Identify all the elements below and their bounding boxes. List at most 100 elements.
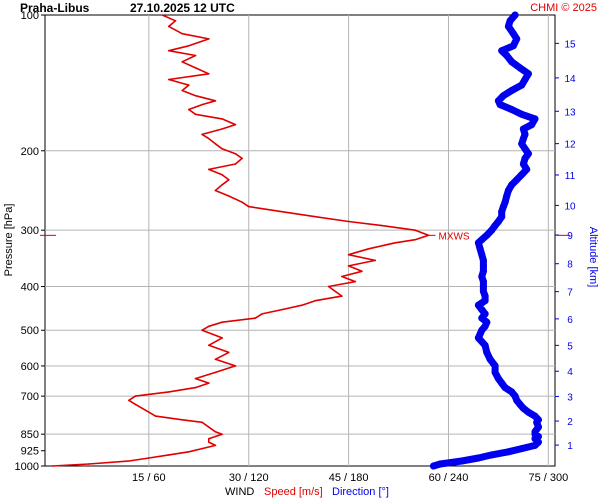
speed-point [228,195,230,197]
speed-point [208,38,210,40]
speed-point [168,78,170,81]
speed-point [221,321,223,324]
speed-point [234,152,237,155]
speed-point [208,344,210,347]
altitude-tick-label: 10 [564,201,576,212]
speed-point [334,290,337,293]
direction-point [494,375,502,383]
speed-point [188,451,190,453]
speed-point [201,329,203,332]
direction-point [501,198,509,206]
direction-point [481,341,489,349]
pressure-tick-label: 600 [21,361,39,373]
direction-point [509,30,517,38]
pressure-tick-label: 1000 [15,461,39,473]
speed-point [347,265,350,267]
direction-point [436,460,444,468]
speed-point [281,308,283,311]
direction-point [508,58,516,66]
speed-point [214,358,217,361]
speed-point [188,45,190,47]
chart-datetime: 27.10.2025 12 UTC [130,1,235,15]
speed-point [181,32,183,35]
speed-point [247,205,250,208]
speed-point [347,253,350,256]
direction-point [498,213,506,221]
direction-point [521,130,529,138]
speed-point [141,407,143,410]
speed-point [221,184,223,186]
speed-point [208,137,210,140]
direction-point [503,52,511,59]
direction-point [499,92,507,100]
altitude-tick-label: 3 [567,392,573,403]
wind-legend-label: WIND [225,486,254,498]
plot-frame [44,14,556,467]
direction-point [506,17,514,25]
speed-point [361,270,363,273]
speed-point [201,133,203,136]
speed-point [181,61,183,63]
max-wind-label: MXWS [438,231,469,242]
speed-point [301,304,303,307]
speed-point [221,173,223,176]
direction-point [518,110,526,118]
speed-point [327,285,330,288]
altitude-tick-label: 7 [567,288,573,299]
direction-point [524,70,532,78]
speed-point [161,14,163,16]
speed-point [208,437,210,440]
direction-point [519,160,527,168]
direction-point [491,368,499,376]
direction-point [513,35,521,43]
speed-point [154,415,157,417]
speed-point [208,168,210,171]
speed-point [51,465,54,467]
altitude-tick-label: 5 [567,341,573,352]
series-points [51,11,542,470]
speed-point [188,108,190,111]
speed-point [427,234,430,237]
direction-point [504,448,512,456]
altitude-tick-label: 2 [567,417,573,428]
speed-point [261,313,263,315]
speed-point [221,128,223,130]
direction-point [508,106,516,113]
speed-point [341,295,343,297]
speed-point [214,431,217,433]
wind-tick-label: 45 / 180 [329,472,369,484]
direction-point [476,245,484,253]
pressure-tick-label: 200 [21,146,39,158]
speed-point [214,143,217,145]
direction-point [531,115,539,123]
direction-point [488,451,496,459]
speed-point [221,433,223,436]
speed-point [201,421,203,424]
speed-point [214,435,217,438]
speed-point [347,220,350,223]
speed-point [208,382,210,384]
direction-point [531,412,539,420]
direction-point [478,251,486,259]
speed-point [208,441,210,443]
wind-tick-label: 75 / 300 [528,472,568,484]
direction-point [504,22,512,30]
speed-point [241,157,243,160]
speed-point [201,447,203,450]
direction-point [504,187,512,194]
speed-point [214,189,217,192]
direction-point [483,348,491,356]
speed-point [228,351,230,354]
speed-point [314,299,317,302]
direction-point [511,11,519,19]
direction-point [474,334,482,342]
altitude-tick-label: 13 [564,107,576,118]
speed-point [221,337,223,339]
direction-point [518,81,526,89]
speed-point [128,460,130,462]
speed-point [234,123,237,126]
direction-point [519,125,527,133]
direction-point [458,457,466,465]
